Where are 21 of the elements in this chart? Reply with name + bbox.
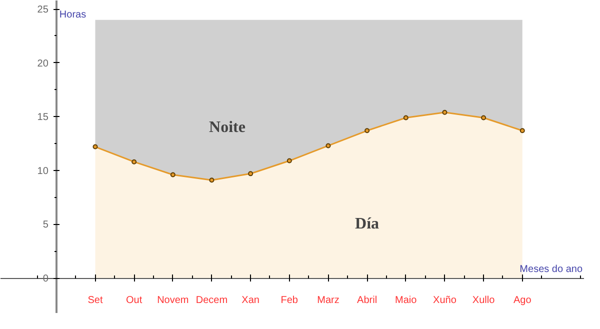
y-tick-label: 25 [37,4,49,16]
x-tick-label: Xullo [472,295,496,306]
y-tick-label: 15 [37,112,49,124]
x-tick-label: Feb [280,295,298,306]
x-tick-label: Decem [196,295,228,306]
x-tick-label: Novem [157,295,189,306]
x-tick-label: Abril [357,295,378,306]
y-tick-label: 5 [42,220,49,231]
y-axis-title: Horas [59,10,86,20]
y-tick-label: 20 [37,58,49,70]
series-label: Día [355,216,380,233]
x-tick-label: Xan [242,295,260,306]
x-tick-label: Marz [317,295,340,306]
x-tick-label: Out [126,295,142,306]
series-label: Noite [209,118,246,136]
x-tick-label: Set [88,295,103,306]
x-tick-label: Ago [513,295,532,306]
x-axis-title: Meses do ano [520,264,583,276]
x-tick-label: Xuño [433,295,457,306]
y-tick-label: 10 [37,166,49,177]
x-tick-label: Maio [395,295,418,306]
